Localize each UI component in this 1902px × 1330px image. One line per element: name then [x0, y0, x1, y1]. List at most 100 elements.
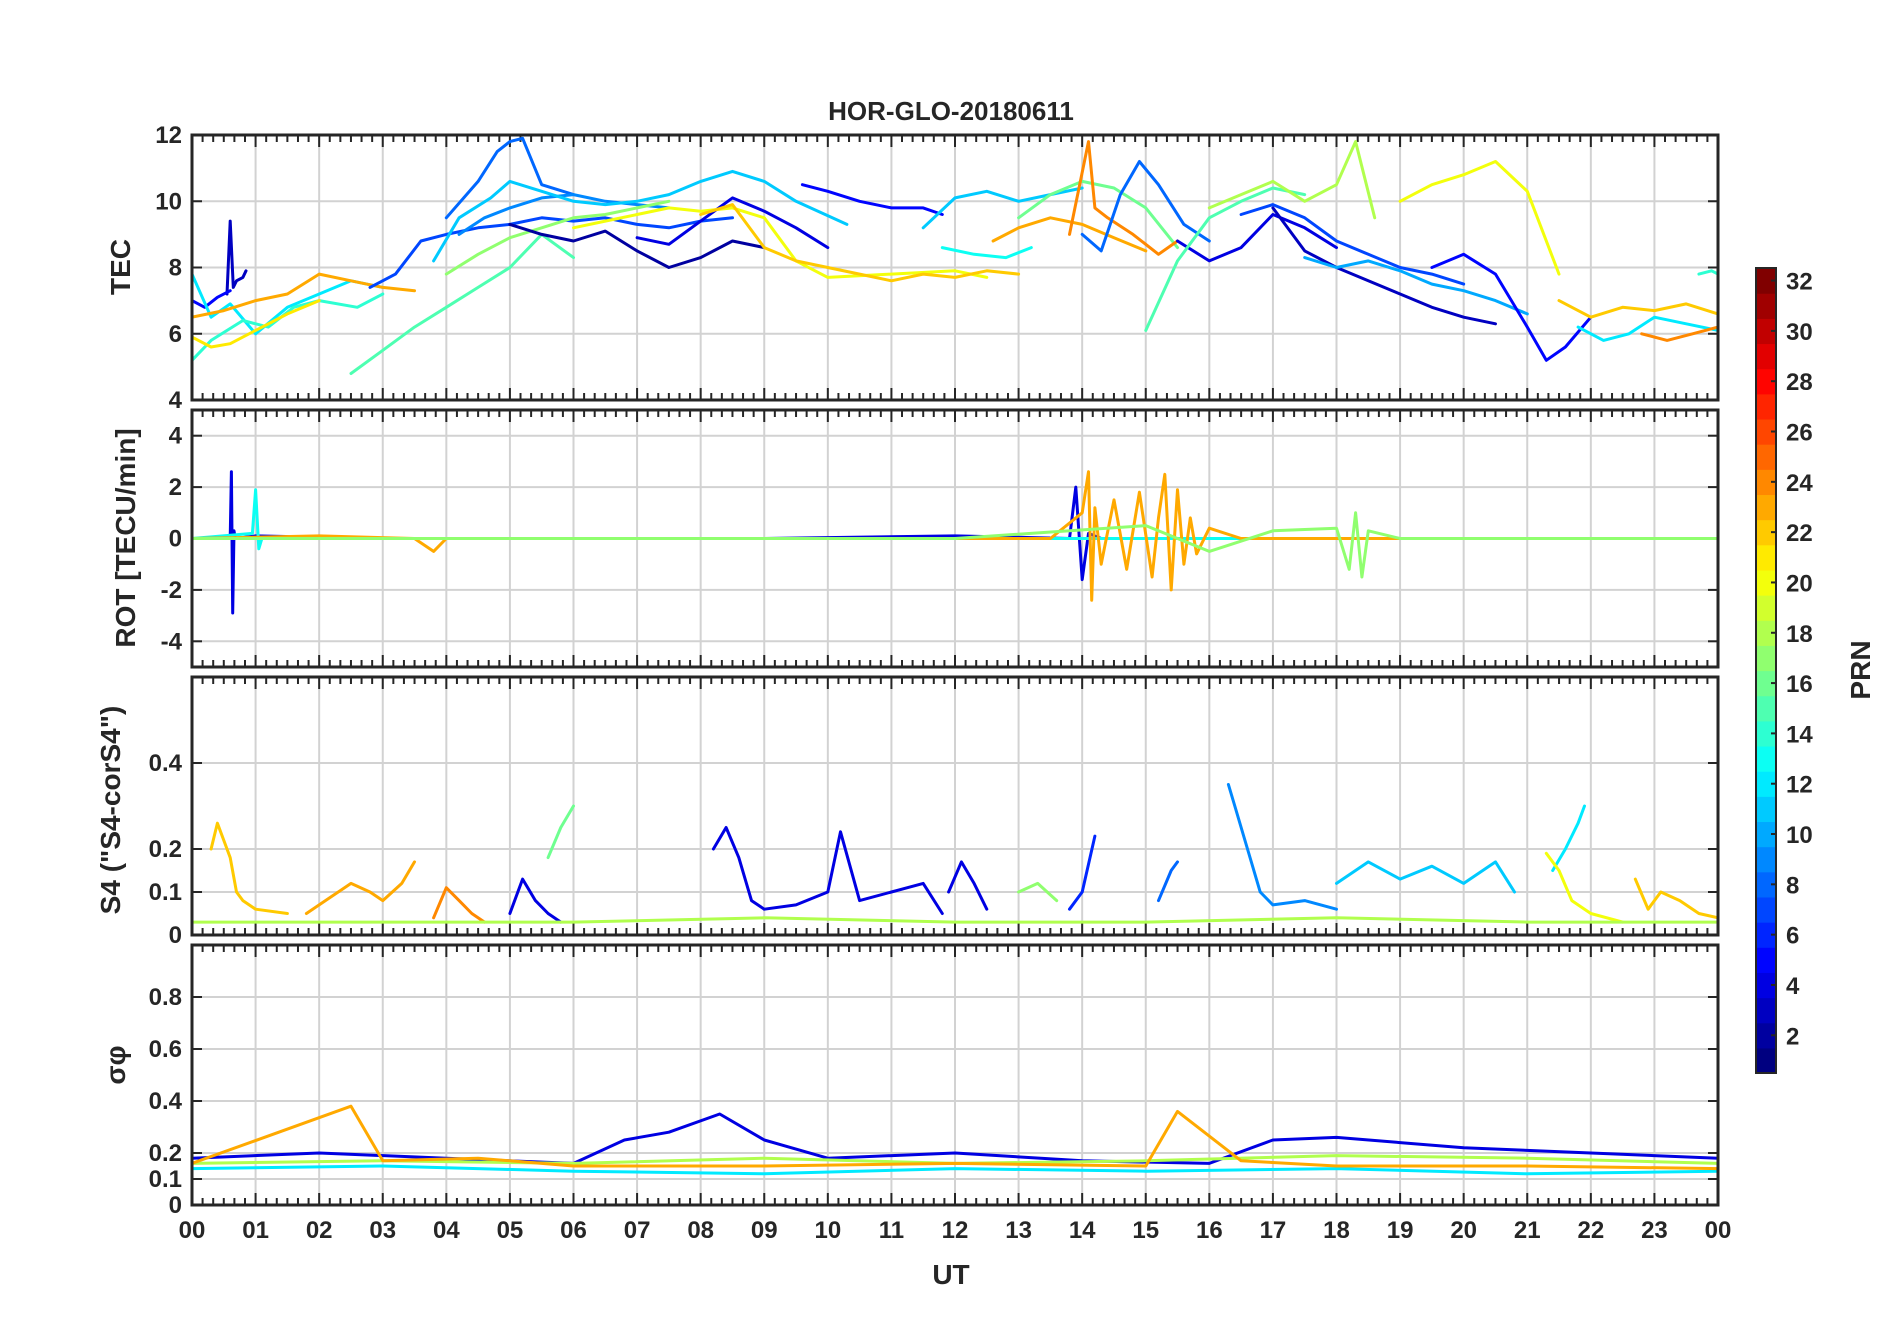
colorbar-tick-label: 4: [1786, 973, 1800, 1000]
series-line-prn-17: [444, 199, 671, 276]
colorbar-segment: [1756, 519, 1776, 546]
y-tick-label: 4: [169, 387, 183, 414]
x-tick-label: 12: [942, 1217, 969, 1244]
panel-s4: 0 0.1 0.2 0.4 S4 ("S4-corS4"): [95, 675, 1720, 949]
series-group: [192, 783, 1718, 924]
x-tick-label: 00: [1705, 1217, 1732, 1244]
series-line-prn-12: [192, 1164, 1718, 1176]
x-tick-label: 08: [687, 1217, 714, 1244]
colorbar-segment: [1756, 997, 1776, 1024]
x-tick-label: 17: [1260, 1217, 1287, 1244]
series-group: [192, 1104, 1718, 1176]
series-line-prn-11: [432, 169, 849, 263]
colorbar-segment: [1756, 771, 1776, 797]
x-tick-label: 15: [1132, 1217, 1159, 1244]
x-tick-labels: 00 01 02 03 04 05 06 07 08 09 10 11 12 13 14 15 16 17 18 19…: [179, 1217, 1732, 1244]
series-line-prn-9: [1226, 783, 1338, 911]
series-line-prn-24: [1068, 140, 1179, 256]
x-tick-label: 23: [1641, 1217, 1668, 1244]
series-line-prn-15: [1144, 186, 1307, 332]
y-tick-label: 0.4: [149, 1088, 183, 1115]
colorbar-segment: [1756, 293, 1776, 319]
series-line-prn-12: [1576, 315, 1718, 342]
colorbar-tick-label: 18: [1786, 621, 1813, 648]
series-line-prn-4: [711, 826, 944, 915]
y-axis-label-rot: ROT [TECU/min]: [110, 428, 141, 647]
series-line-prn-18: [1207, 140, 1377, 220]
colorbar-segment: [1756, 569, 1776, 596]
colorbar-tick-label: 32: [1786, 269, 1813, 296]
series-line-prn-20: [572, 206, 989, 279]
series-line-prn-7: [1239, 203, 1466, 286]
series-line-prn-8: [1157, 860, 1179, 903]
y-tick-label: 4: [169, 423, 183, 450]
colorbar-tick-label: 28: [1786, 369, 1813, 396]
colorbar-tick-label: 26: [1786, 420, 1813, 447]
colorbar-segment: [1756, 871, 1776, 898]
y-tick-label: 6: [169, 321, 182, 348]
x-tick-label: 03: [369, 1217, 396, 1244]
colorbar-tick-label: 14: [1786, 721, 1813, 748]
series-line-prn-12: [1551, 804, 1586, 872]
series-line-prn-11: [1335, 860, 1516, 894]
panel-rot: -4 -2 0 2 4 ROT [TECU/min]: [110, 408, 1720, 669]
y-tick-label: 0.1: [149, 879, 182, 906]
x-tick-label: 11: [879, 1217, 904, 1244]
series-line-prn-4: [508, 877, 563, 924]
colorbar-segment: [1756, 268, 1776, 294]
series-line-prn-5: [192, 289, 232, 309]
colorbar-segment: [1756, 695, 1776, 722]
colorbar-segment: [1756, 796, 1776, 823]
y-tick-label: -2: [161, 577, 182, 604]
colorbar-segment: [1756, 544, 1776, 571]
x-tick-label: 16: [1196, 1217, 1223, 1244]
series-line-prn-13: [940, 246, 1033, 260]
series-group: [192, 470, 1718, 615]
colorbar-tick-label: 24: [1786, 470, 1813, 497]
colorbar-segment: [1756, 720, 1776, 747]
colorbar-tick-label: 2: [1786, 1023, 1799, 1050]
series-line-prn-22: [699, 203, 1021, 283]
series-line-prn-22: [209, 821, 289, 915]
x-tick-label: 04: [433, 1217, 460, 1244]
series-line-prn-17: [1017, 881, 1059, 903]
colorbar-tick-label: 16: [1786, 671, 1813, 698]
series-line-prn-6: [1068, 834, 1097, 911]
series-line-prn-7: [368, 216, 734, 289]
y-tick-label: 0: [169, 526, 182, 553]
series-line-prn-3: [1271, 206, 1497, 326]
series-line-prn-16: [546, 804, 575, 860]
colorbar-segment: [1756, 1047, 1776, 1074]
colorbar-segment: [1756, 343, 1776, 370]
colorbar-segment: [1756, 444, 1776, 470]
colorbar-segment: [1756, 620, 1776, 646]
series-line-prn-24: [432, 886, 486, 924]
series-line-prn-23: [304, 860, 416, 915]
axes-frame: [190, 408, 1720, 669]
colorbar-segment: [1756, 469, 1776, 496]
series-line-prn-14: [1697, 269, 1718, 276]
series-line-prn-4: [635, 196, 830, 250]
colorbar-frame: [1755, 267, 1777, 1074]
series-line-prn-22: [1633, 877, 1718, 920]
series-line-prn-2: [508, 222, 766, 269]
colorbar-tick-label: 22: [1786, 520, 1813, 547]
x-tick-label: 09: [751, 1217, 778, 1244]
series-line-prn-23: [991, 216, 1148, 253]
series-line-prn-21: [192, 299, 321, 349]
series-line-prn-18: [192, 916, 1718, 924]
colorbar-segment: [1756, 947, 1776, 973]
colorbar-segment: [1756, 821, 1776, 848]
series-line-prn-20: [1398, 160, 1561, 276]
x-tick-label: 13: [1005, 1217, 1032, 1244]
colorbar-tick-label: 6: [1786, 923, 1799, 950]
y-axis-label-sigma: σφ: [100, 1045, 131, 1084]
series-line-prn-22: [1557, 299, 1718, 319]
x-tick-label: 19: [1387, 1217, 1414, 1244]
y-tick-label: 12: [155, 122, 182, 149]
y-axis-label-s4: S4 ("S4-corS4"): [95, 706, 126, 915]
series-line-prn-4: [947, 860, 989, 911]
colorbar-segment: [1756, 595, 1776, 621]
